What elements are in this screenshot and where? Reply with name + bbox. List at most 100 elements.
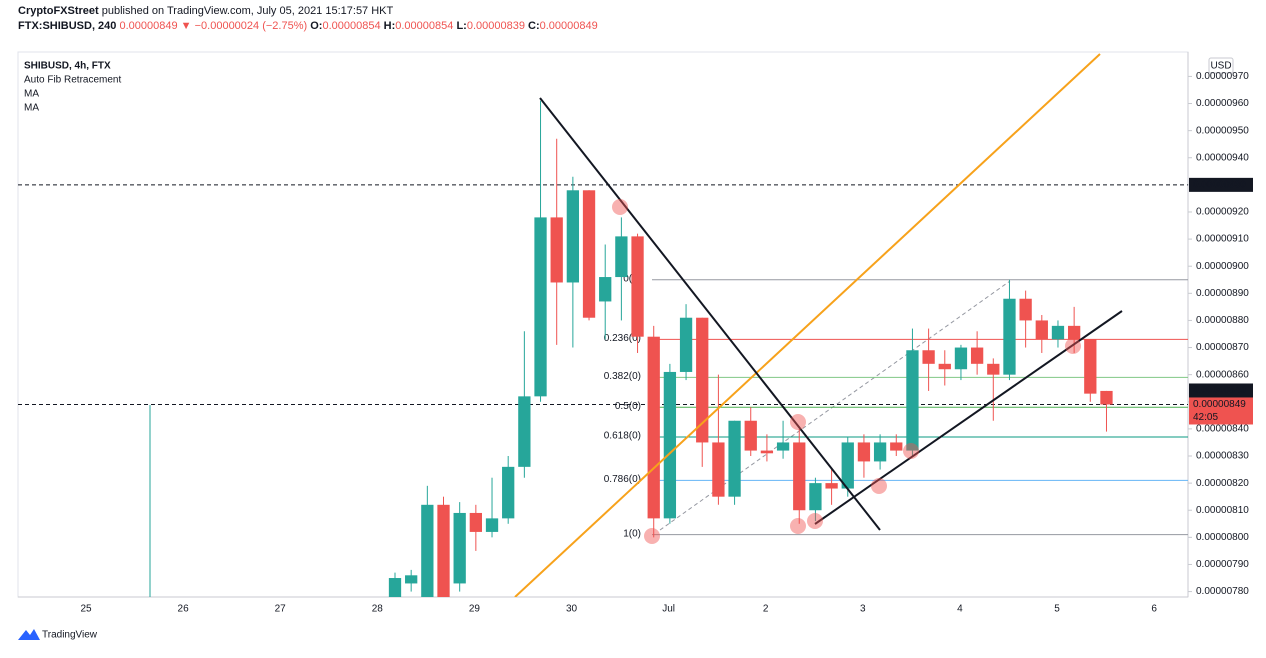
candle-body [857,442,871,462]
candle-body [534,217,547,397]
footer: TradingView [18,629,98,641]
y-tick-label: 0.00000970 [1196,71,1249,82]
plot-under: 0(0)0.236(0)0.382(0)0.5(0)0.618(0)0.786(… [18,184,1188,597]
candle-body [793,442,806,511]
marker [807,513,823,529]
candle-body [1067,325,1081,340]
candle-body [1003,298,1016,375]
fib-label: 0.236(0) [604,333,641,344]
y-tick-label: 0.00000940 [1196,152,1249,163]
l-label: L: [456,20,467,32]
symbol: FTX:SHIBUSD, 240 [18,20,117,32]
last-price-box [1189,397,1253,425]
legend-item: Auto Fib Retracement [24,75,121,86]
y-tick-label: 0.00000870 [1196,342,1249,353]
x-tick-label: 30 [566,604,578,615]
currency: USD [1210,61,1231,72]
currency-box [1208,57,1234,74]
candle-body [906,350,919,451]
fib-label: 0.382(0) [604,371,641,382]
x-tick-label: Jul [662,604,675,615]
y-tick-label: 0.00000800 [1196,532,1249,543]
change: ▼ −0.00000024 (−2.75%) [180,20,308,32]
markers [612,199,1081,544]
y-tick-label: 0.00000920 [1196,207,1249,218]
price-label: 0.00000930 [1193,180,1246,191]
candle-body [841,442,854,489]
candle-body [970,347,984,364]
candle-body [696,317,709,443]
marker [612,199,628,215]
candle-body [1084,339,1097,394]
x-tick-label: 6 [1151,604,1157,615]
candle-body [938,363,951,370]
x-tick-label: 4 [957,604,963,615]
candle-body [405,575,418,584]
candle-body [922,350,935,364]
header: CryptoFXStreet published on TradingView.… [18,4,598,34]
candle-body [485,518,499,532]
candle-body [890,442,903,451]
fib-label: 1(0) [623,528,641,539]
candle-body [809,483,822,511]
marker [790,414,806,430]
fib-label: 0.5(0) [615,401,641,412]
marker [644,528,660,544]
brand: TradingView [42,630,98,641]
y-tick-label: 0.00000910 [1196,234,1249,245]
candle-body [647,336,660,519]
x-tick-label: 25 [80,604,92,615]
candle-body [744,420,757,451]
legend-item: MA [24,103,39,114]
candle-body [825,483,838,489]
candle-body [1051,325,1065,340]
x-tick-label: 2 [763,604,769,615]
x-tick-label: 28 [372,604,384,615]
fib-label: 0.618(0) [604,431,641,442]
candle-body [679,317,693,372]
price-label-box [1189,177,1253,192]
candle-body [1100,390,1113,405]
legend-item: MA [24,89,39,100]
x-tick-label: 26 [178,604,190,615]
price-label-box [1189,383,1253,398]
candle-body [388,578,402,597]
candle-body [760,450,774,454]
l: 0.00000839 [466,20,525,32]
y-tick-label: 0.00000960 [1196,98,1249,109]
trend-line [514,53,1101,597]
y-tick-label: 0.00000840 [1196,424,1249,435]
x-tick-label: 5 [1054,604,1060,615]
candle-body [599,277,612,302]
candle-body [712,442,725,497]
candle-body [873,442,887,462]
publisher: CryptoFXStreet [18,5,99,17]
legend: SHIBUSD, 4h, FTX Auto Fib Retracement MA… [24,61,121,114]
x-tick-label: 3 [860,604,866,615]
candle-body [421,504,434,597]
price-label: 0.00000849 [1193,385,1246,396]
candle-body [453,512,466,584]
last-price-label: 0.00000849 [1193,399,1246,410]
y-tick-label: 0.00000830 [1196,451,1249,462]
y-tick-label: 0.00000780 [1196,586,1249,597]
header-line-1: CryptoFXStreet published on TradingView.… [18,4,598,19]
published: published on TradingView.com, July 05, 2… [101,5,394,17]
candle-body [550,217,563,283]
legend-item: SHIBUSD, 4h, FTX [24,61,111,72]
candle-body [728,420,741,497]
c-label: C: [528,20,540,32]
candle-body [502,466,515,519]
last: 0.00000849 [119,20,178,32]
candle-body [954,347,968,370]
y-tick-label: 0.00000950 [1196,125,1249,136]
trend-line [539,97,881,531]
marker [903,443,919,459]
candle-body [631,236,644,337]
y-tick-label: 0.00000880 [1196,315,1249,326]
logo [18,629,40,640]
candle-body [987,363,1000,375]
marker [871,478,887,494]
trend-line [814,310,1123,525]
